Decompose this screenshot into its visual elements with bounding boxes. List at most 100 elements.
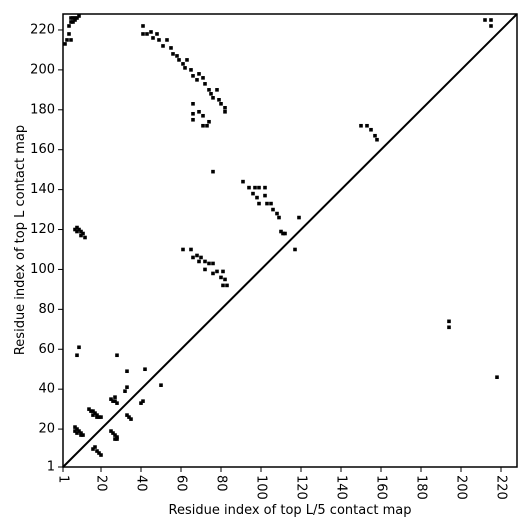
contact-point: [219, 102, 223, 106]
contact-point: [77, 429, 81, 433]
contact-point: [141, 24, 145, 28]
contact-point: [165, 38, 169, 42]
contact-point: [203, 259, 207, 264]
contact-point: [63, 42, 67, 46]
contact-point: [277, 215, 281, 220]
contact-point: [189, 68, 193, 72]
contact-point: [495, 375, 499, 379]
contact-point: [185, 58, 189, 62]
contact-point: [253, 185, 257, 190]
contact-point: [69, 16, 73, 20]
contact-point: [223, 109, 227, 114]
x-tick-label: 1: [56, 475, 71, 483]
contact-point: [71, 16, 75, 20]
x-tick-label: 180: [414, 475, 429, 500]
x-tick-label: 100: [254, 475, 269, 500]
contact-point: [207, 261, 211, 266]
contact-point: [225, 283, 229, 288]
contact-point: [67, 24, 71, 28]
contact-point: [215, 88, 219, 92]
contact-point: [141, 32, 145, 36]
plot-frame: [62, 13, 518, 468]
contact-point: [91, 413, 95, 417]
contact-point: [211, 96, 215, 100]
contact-point: [211, 271, 215, 276]
contact-point: [483, 18, 487, 22]
contact-point: [97, 415, 101, 419]
contact-point: [189, 247, 193, 252]
y-tick-label: 120: [30, 222, 55, 237]
contact-point: [195, 253, 199, 258]
contact-point: [125, 369, 129, 374]
contact-point: [359, 123, 363, 128]
contact-point: [77, 227, 81, 232]
x-tick-label: 200: [454, 475, 469, 500]
contact-point: [95, 449, 99, 453]
contact-point: [111, 399, 115, 403]
contact-point: [73, 429, 77, 433]
contact-point: [447, 325, 451, 330]
contact-point: [257, 185, 261, 190]
contact-point: [115, 353, 119, 358]
contact-point: [221, 283, 225, 288]
contact-point: [211, 261, 215, 266]
contact-point: [161, 44, 165, 48]
contact-point: [159, 383, 163, 387]
contact-point: [211, 169, 215, 174]
contact-point: [109, 429, 113, 433]
contact-point: [191, 74, 195, 78]
contact-point: [139, 401, 143, 405]
contact-point: [91, 409, 95, 413]
contact-point: [369, 127, 373, 132]
contact-point: [265, 201, 269, 206]
x-tick-label: 220: [494, 475, 509, 500]
contact-point: [99, 453, 103, 457]
contact-point: [197, 109, 201, 114]
contact-point: [183, 66, 187, 70]
contact-point: [263, 193, 267, 198]
contact-point: [157, 38, 161, 42]
contact-point: [489, 24, 493, 28]
contact-point: [93, 445, 97, 449]
contact-point: [221, 269, 225, 274]
contact-point: [191, 111, 195, 116]
contact-point: [113, 437, 117, 441]
contact-point: [65, 38, 69, 42]
contact-point: [297, 215, 301, 220]
contact-point: [293, 247, 297, 252]
contact-point: [365, 123, 369, 128]
contact-point: [99, 415, 103, 419]
contact-point: [251, 191, 255, 196]
y-tick-label: 80: [38, 302, 55, 317]
contact-point: [81, 433, 85, 437]
contact-point: [181, 62, 185, 66]
contact-point: [75, 427, 79, 431]
contact-point: [75, 431, 79, 435]
x-tick-label: 160: [374, 475, 389, 500]
contact-point: [95, 415, 99, 419]
contact-point: [73, 16, 77, 20]
contact-point: [207, 88, 211, 92]
contact-point: [93, 411, 97, 415]
contact-point: [129, 417, 133, 421]
x-tick-label: 120: [294, 475, 309, 500]
contact-point: [195, 78, 199, 82]
y-tick-label: 180: [30, 102, 55, 117]
contact-point: [77, 14, 81, 18]
contact-point: [281, 231, 285, 236]
contact-point: [141, 399, 145, 403]
contact-point: [171, 52, 175, 56]
contact-point: [113, 399, 117, 403]
x-tick-label: 20: [94, 475, 109, 492]
contact-point: [87, 407, 91, 411]
contact-point: [151, 36, 155, 40]
contact-point: [209, 92, 213, 96]
contact-point: [69, 38, 73, 42]
contact-point: [279, 229, 283, 234]
contact-point: [73, 18, 77, 22]
contact-point: [191, 102, 195, 106]
contact-point: [73, 425, 77, 429]
contact-point: [199, 255, 203, 260]
contact-point: [115, 437, 119, 441]
